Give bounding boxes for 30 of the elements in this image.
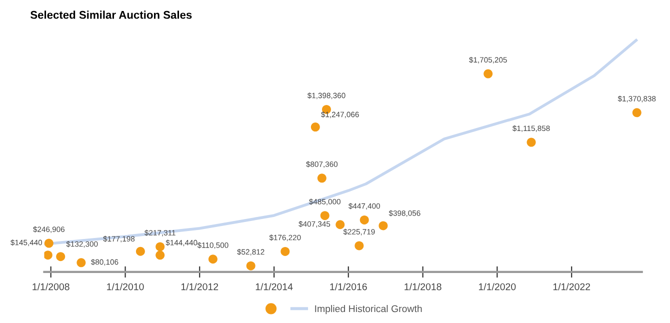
point — [317, 174, 326, 183]
x-tick-label: 1/1/2018 — [404, 283, 442, 290]
point — [246, 261, 256, 270]
point — [156, 250, 165, 260]
point — [310, 122, 320, 132]
point — [280, 246, 290, 256]
x-tick-label: 1/1/2020 — [478, 283, 516, 290]
point — [208, 254, 218, 264]
chart-title: Selected Similar Auction Sales — [30, 10, 192, 19]
x-tick-label: 1/1/2008 — [32, 283, 70, 290]
x-tick-label: 1/1/2010 — [107, 283, 144, 290]
point — [44, 238, 54, 248]
x-tick-label: 1/1/2012 — [181, 283, 218, 290]
point — [378, 221, 388, 230]
legend-label: Implied Historical Growth — [315, 305, 422, 314]
point — [632, 108, 642, 118]
point — [336, 220, 345, 230]
point — [76, 258, 86, 268]
x-tick-label: 1/1/2016 — [330, 283, 367, 290]
x-tick-label: 1/1/2014 — [256, 283, 293, 290]
point — [354, 241, 364, 250]
point — [44, 250, 52, 260]
point — [484, 69, 493, 78]
point — [360, 215, 369, 224]
point — [526, 138, 536, 147]
point — [136, 246, 145, 256]
point — [320, 211, 330, 220]
point — [56, 252, 66, 262]
point — [156, 242, 165, 252]
x-tick-label: 1/1/2022 — [553, 283, 590, 290]
